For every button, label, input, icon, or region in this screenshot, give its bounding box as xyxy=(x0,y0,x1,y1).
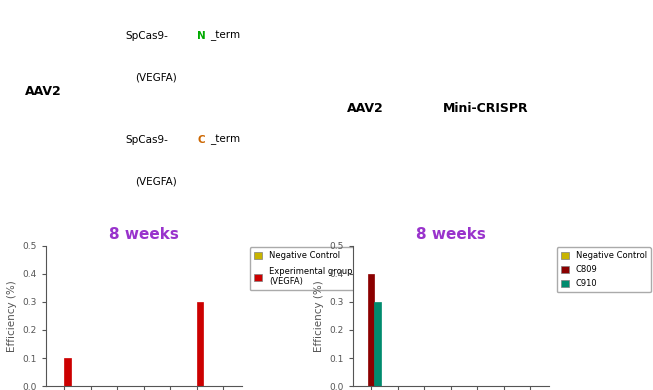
Bar xyxy=(374,302,381,386)
Text: _term: _term xyxy=(210,135,240,145)
Text: Mini-CRISPR: Mini-CRISPR xyxy=(443,102,528,115)
Title: 8 weeks: 8 weeks xyxy=(415,227,486,242)
Text: _term: _term xyxy=(210,31,240,41)
Text: C: C xyxy=(197,135,205,145)
Title: 8 weeks: 8 weeks xyxy=(108,227,179,242)
Legend: Negative Control, Experimental group
(VEGFA): Negative Control, Experimental group (VE… xyxy=(249,247,357,291)
Legend: Negative Control, C809, C910: Negative Control, C809, C910 xyxy=(556,247,651,292)
Bar xyxy=(368,274,374,386)
Text: AAV2: AAV2 xyxy=(347,102,384,115)
Y-axis label: Efficiency (%): Efficiency (%) xyxy=(313,280,324,352)
Text: SpCas9-: SpCas9- xyxy=(125,31,168,41)
Text: (VEGFA): (VEGFA) xyxy=(135,73,176,82)
Bar xyxy=(197,302,203,386)
Text: SpCas9-: SpCas9- xyxy=(125,135,168,145)
Text: (VEGFA): (VEGFA) xyxy=(135,176,176,186)
Y-axis label: Efficiency (%): Efficiency (%) xyxy=(7,280,17,352)
Text: N: N xyxy=(197,31,206,41)
Bar xyxy=(64,358,71,386)
Text: AAV2: AAV2 xyxy=(25,85,62,98)
